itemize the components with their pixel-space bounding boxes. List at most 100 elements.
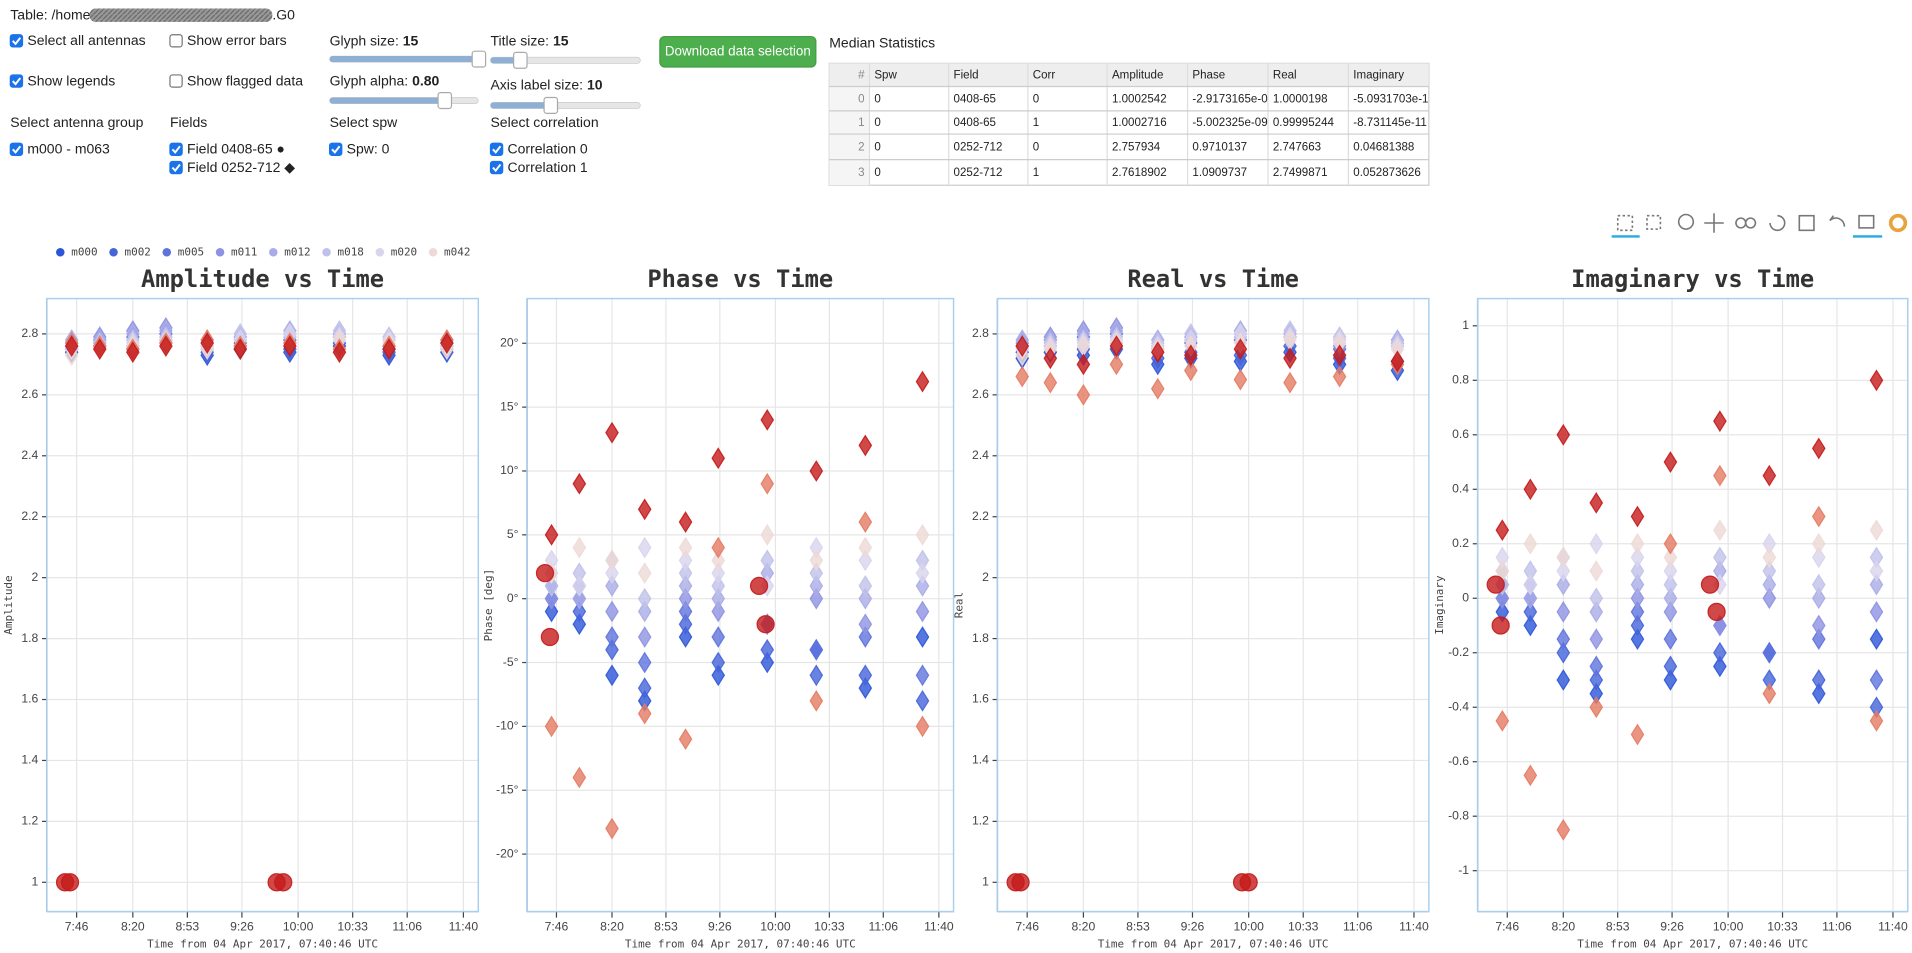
- cell-text: 0: [874, 167, 880, 179]
- point: [760, 638, 775, 661]
- table-cell: Spw: [874, 70, 897, 82]
- point: [1869, 560, 1884, 582]
- tool-box-select[interactable]: [1616, 214, 1634, 232]
- point: [1811, 614, 1826, 637]
- point: [1713, 410, 1727, 433]
- checkmark: [171, 145, 181, 154]
- point: [1239, 873, 1258, 892]
- checkbox[interactable]: [169, 160, 183, 175]
- point: [749, 576, 769, 596]
- x-axis-label: Time from 04 Apr 2017, 07:40:46 UTC: [147, 937, 378, 950]
- point: [1523, 614, 1538, 637]
- cell-text: Corr: [1033, 70, 1056, 82]
- x-axis-label: Time from 04 Apr 2017, 07:40:46 UTC: [1577, 937, 1808, 950]
- cell-text: -5.002325e-09: [1192, 117, 1267, 129]
- checkbox[interactable]: [169, 74, 183, 88]
- point: [711, 664, 726, 687]
- y-tick-label: -0.8: [1448, 808, 1469, 822]
- slider-handle[interactable]: [543, 96, 559, 114]
- point: [1869, 600, 1884, 623]
- point: [637, 587, 652, 610]
- point: [283, 335, 297, 358]
- table-cell: -5.0931703e-10: [1353, 93, 1429, 105]
- point: [535, 564, 555, 583]
- point: [637, 702, 652, 725]
- y-tick-label: 0.6: [1452, 427, 1469, 441]
- point: [1589, 696, 1604, 719]
- cell-text: 1.0002542: [1112, 93, 1167, 105]
- tool-reset[interactable]: [1769, 214, 1786, 232]
- tool-box-zoom[interactable]: [1646, 214, 1662, 230]
- y-tick-label: 1.8: [21, 631, 38, 645]
- point: [1762, 464, 1777, 487]
- checkbox[interactable]: [9, 74, 24, 88]
- point: [572, 472, 587, 495]
- x-tick-label: 7:46: [1495, 920, 1519, 934]
- point: [637, 562, 652, 585]
- slider-value: 15: [403, 32, 419, 48]
- point: [711, 626, 726, 648]
- download-button[interactable]: [659, 35, 817, 68]
- checkbox[interactable]: [489, 160, 504, 175]
- point: [233, 338, 248, 361]
- index-column: [829, 86, 870, 186]
- point: [605, 626, 619, 648]
- cell-text: 2.747663: [1273, 142, 1321, 154]
- checkbox-label: Correlation 1: [508, 159, 588, 175]
- point: [1486, 575, 1505, 594]
- slider-handle[interactable]: [513, 51, 528, 69]
- group-title: Select antenna group: [10, 114, 143, 130]
- checkbox[interactable]: [328, 142, 343, 156]
- point: [605, 664, 619, 687]
- tool-logo[interactable]: [1888, 213, 1908, 233]
- tool-zoom-in[interactable]: [1735, 217, 1747, 229]
- tool-pan[interactable]: [1704, 213, 1724, 233]
- tool-zoom-out[interactable]: [1744, 217, 1757, 229]
- x-tick-label: 11:06: [1822, 920, 1852, 934]
- slider-value: 15: [553, 32, 569, 48]
- checkmark: [331, 145, 341, 154]
- point: [858, 434, 873, 457]
- point: [858, 536, 873, 559]
- legend-label: m005: [178, 245, 204, 258]
- point: [915, 575, 930, 597]
- slider-handle[interactable]: [471, 50, 487, 68]
- table-cell: 2.747663: [1273, 142, 1321, 154]
- cell-text: Amplitude: [1112, 70, 1163, 82]
- legend-swatch: [56, 247, 65, 257]
- checkbox[interactable]: [9, 142, 24, 156]
- table-cell: 0252-712: [954, 142, 1003, 154]
- table-cell: 2: [858, 142, 864, 154]
- checkbox[interactable]: [489, 142, 504, 156]
- cell-text: Imaginary: [1353, 70, 1404, 82]
- x-tick-label: 7:46: [545, 920, 569, 934]
- tool-hover[interactable]: [1858, 214, 1875, 229]
- y-tick-label: -10°: [496, 719, 519, 733]
- table-cell: 0: [874, 117, 880, 129]
- point: [1283, 371, 1297, 394]
- cell-text: 0408-65: [954, 117, 996, 129]
- tool-save[interactable]: [1798, 214, 1815, 232]
- checkbox[interactable]: [169, 34, 183, 48]
- y-tick-label: 1.6: [972, 692, 989, 706]
- table-label: Table: /home: [10, 7, 90, 23]
- x-tick-label: 8:20: [600, 920, 624, 934]
- slider-handle[interactable]: [437, 92, 453, 110]
- checkbox-label: Spw: 0: [347, 141, 390, 157]
- group-title: Fields: [170, 114, 207, 130]
- y-tick-label: 0.8: [1452, 373, 1469, 387]
- table-cell: 0: [1033, 93, 1039, 105]
- slider-label: Title size: 15: [490, 32, 568, 48]
- point: [1811, 437, 1826, 460]
- y-tick-label: 2.2: [21, 509, 38, 523]
- point: [1015, 365, 1030, 388]
- point: [1713, 464, 1727, 487]
- point: [1869, 628, 1884, 651]
- checkbox[interactable]: [169, 142, 183, 156]
- table-cell: 0: [874, 142, 880, 154]
- x-tick-label: 10:33: [337, 920, 368, 934]
- checkbox[interactable]: [9, 34, 24, 48]
- x-tick-label: 11:40: [924, 920, 954, 934]
- tool-lasso[interactable]: [1677, 213, 1695, 230]
- tool-undo[interactable]: [1829, 215, 1846, 227]
